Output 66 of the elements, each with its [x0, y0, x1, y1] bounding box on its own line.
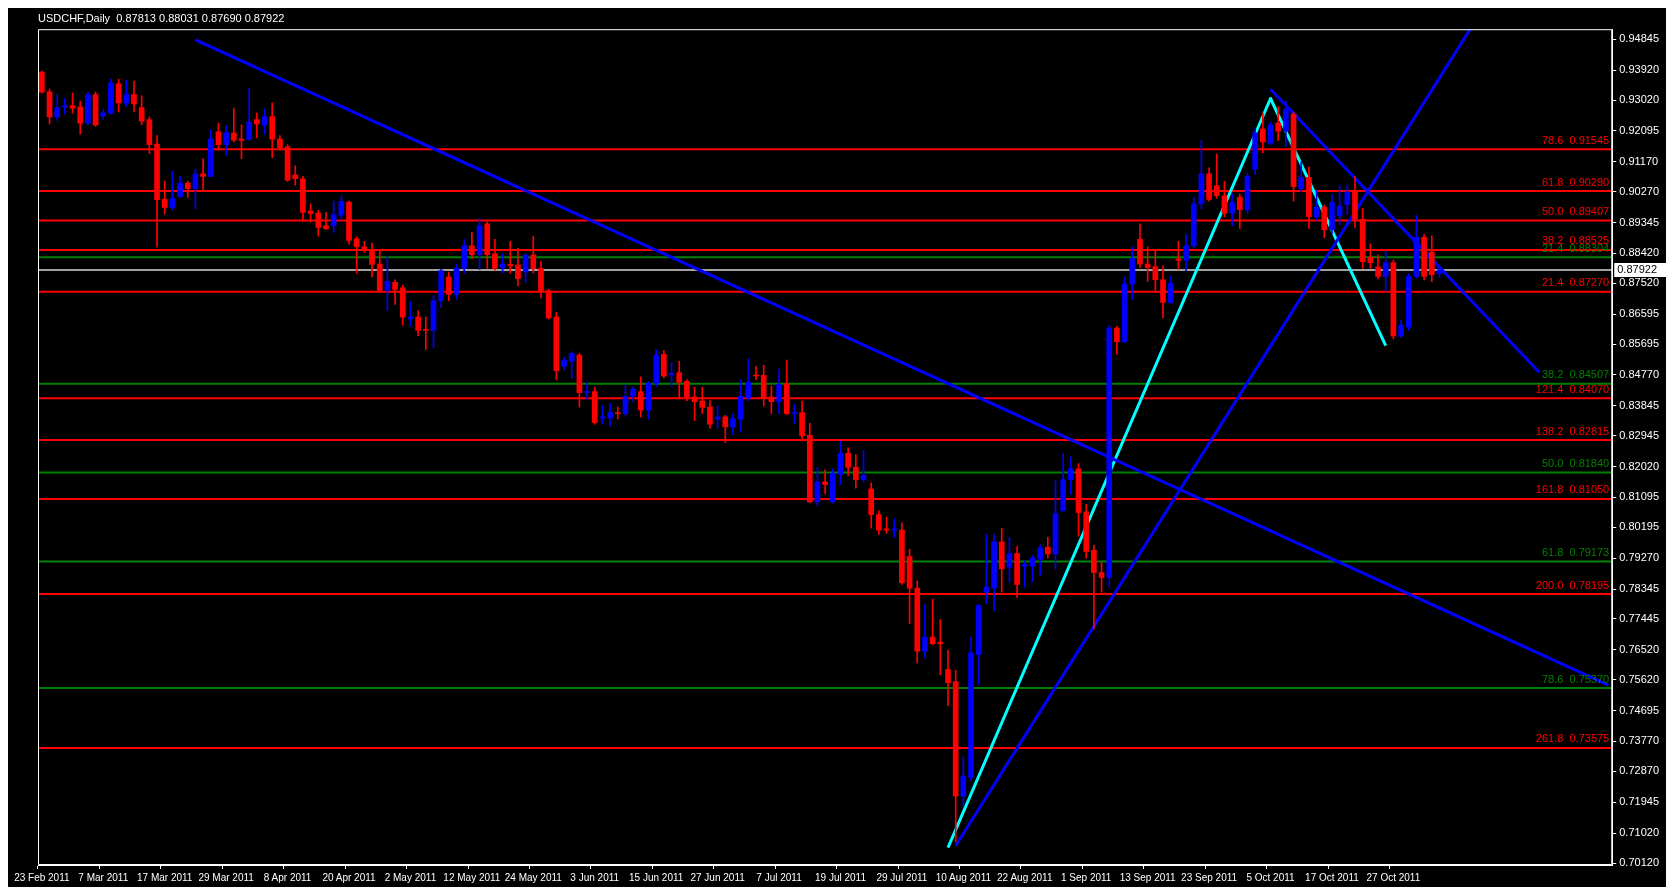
ref-line-label: 78.6 0.91545 [1541, 133, 1610, 146]
x-tick-label: 22 Aug 2011 [997, 871, 1053, 883]
x-tick-label: 29 Jul 2011 [876, 871, 928, 883]
ref-line-label: 38.2 0.84507 [1541, 368, 1610, 381]
y-tick-label: 0.93920 [1619, 63, 1659, 76]
y-tick-label: 0.71945 [1619, 795, 1659, 808]
ref-line-label: 121.4 0.84070 [1535, 382, 1610, 395]
ref-line-label: 161.8 0.81050 [1535, 483, 1610, 496]
y-tick-label: 0.86595 [1619, 307, 1659, 320]
y-tick-label: 0.87520 [1619, 276, 1659, 289]
x-tick-label: 24 May 2011 [504, 871, 563, 883]
y-tick-label: 0.94845 [1619, 32, 1659, 45]
y-tick-label: 0.80195 [1619, 520, 1659, 533]
y-tick-label: 0.85695 [1619, 337, 1659, 350]
y-tick-label: 0.92095 [1619, 124, 1659, 136]
y-tick-label: 0.73770 [1619, 734, 1659, 747]
candlestick [1021, 560, 1028, 588]
x-tick-label: 7 Mar 2011 [78, 871, 129, 883]
ref-line-label: 200.0 0.78195 [1535, 578, 1610, 591]
y-tick-label: 0.72870 [1619, 764, 1659, 777]
ref-line-label: 138.2 0.82815 [1535, 424, 1610, 437]
y-tick-label: 0.89345 [1619, 215, 1659, 228]
y-tick-label: 0.75620 [1619, 672, 1659, 685]
y-tick-label: 0.82020 [1619, 459, 1659, 472]
y-tick-label: 0.79270 [1619, 551, 1659, 564]
y-tick-label: 0.88420 [1619, 246, 1659, 259]
x-tick-label: 29 Mar 2011 [198, 871, 255, 883]
y-tick-label: 0.84770 [1619, 368, 1659, 381]
x-tick-label: 2 May 2011 [384, 871, 437, 883]
ref-line-label: 50.0 0.81840 [1541, 457, 1610, 470]
x-tick-label: 3 Jun 2011 [570, 871, 620, 883]
y-tick-label: 0.77445 [1619, 612, 1659, 625]
ref-line-label: 0.87922 [1617, 263, 1657, 276]
x-tick-label: 27 Jun 2011 [690, 871, 746, 883]
y-tick-label: 0.76520 [1619, 642, 1659, 655]
ref-line-label: 61.8 0.90290 [1541, 175, 1610, 188]
y-tick-label: 0.83845 [1619, 398, 1659, 411]
x-tick-label: 17 Mar 2011 [137, 871, 193, 883]
x-tick-label: 27 Oct 2011 [1366, 871, 1421, 883]
y-tick-label: 0.71020 [1619, 826, 1659, 839]
x-tick-label: 20 Apr 2011 [322, 871, 377, 883]
ref-line-label: 50.0 0.89407 [1541, 205, 1610, 218]
y-tick-label: 0.82945 [1619, 428, 1659, 441]
y-tick-label: 0.90270 [1619, 184, 1659, 197]
y-tick-label: 0.81095 [1619, 490, 1659, 503]
x-tick-label: 23 Feb 2011 [14, 871, 70, 883]
x-tick-label: 1 Sep 2011 [1061, 871, 1112, 883]
chart-title: USDCHF,Daily 0.87813 0.88031 0.87690 0.87922 [38, 11, 285, 24]
x-tick-label: 15 Jun 2011 [629, 871, 684, 883]
y-tick-label: 0.70120 [1619, 856, 1659, 869]
ref-line-label: 61.8 0.79173 [1541, 545, 1610, 558]
x-tick-label: 5 Oct 2011 [1246, 871, 1296, 883]
ref-line-label: 261.8 0.73575 [1535, 732, 1610, 745]
y-tick-label: 0.78345 [1619, 582, 1659, 595]
x-tick-label: 13 Sep 2011 [1119, 871, 1177, 883]
y-tick-label: 0.74695 [1619, 703, 1659, 716]
y-tick-label: 0.91170 [1619, 154, 1659, 167]
x-tick-label: 17 Oct 2011 [1305, 871, 1360, 883]
ref-line-label: 21.4 0.87270 [1541, 276, 1610, 289]
x-tick-label: 23 Sep 2011 [1181, 871, 1238, 883]
x-tick-label: 19 Jul 2011 [814, 871, 867, 883]
x-tick-label: 8 Apr 2011 [263, 871, 312, 883]
y-tick-label: 0.93020 [1619, 93, 1659, 106]
x-tick-label: 12 May 2011 [443, 871, 501, 883]
x-tick-label: 10 Aug 2011 [935, 871, 992, 883]
x-tick-label: 7 Jul 2011 [756, 871, 803, 883]
